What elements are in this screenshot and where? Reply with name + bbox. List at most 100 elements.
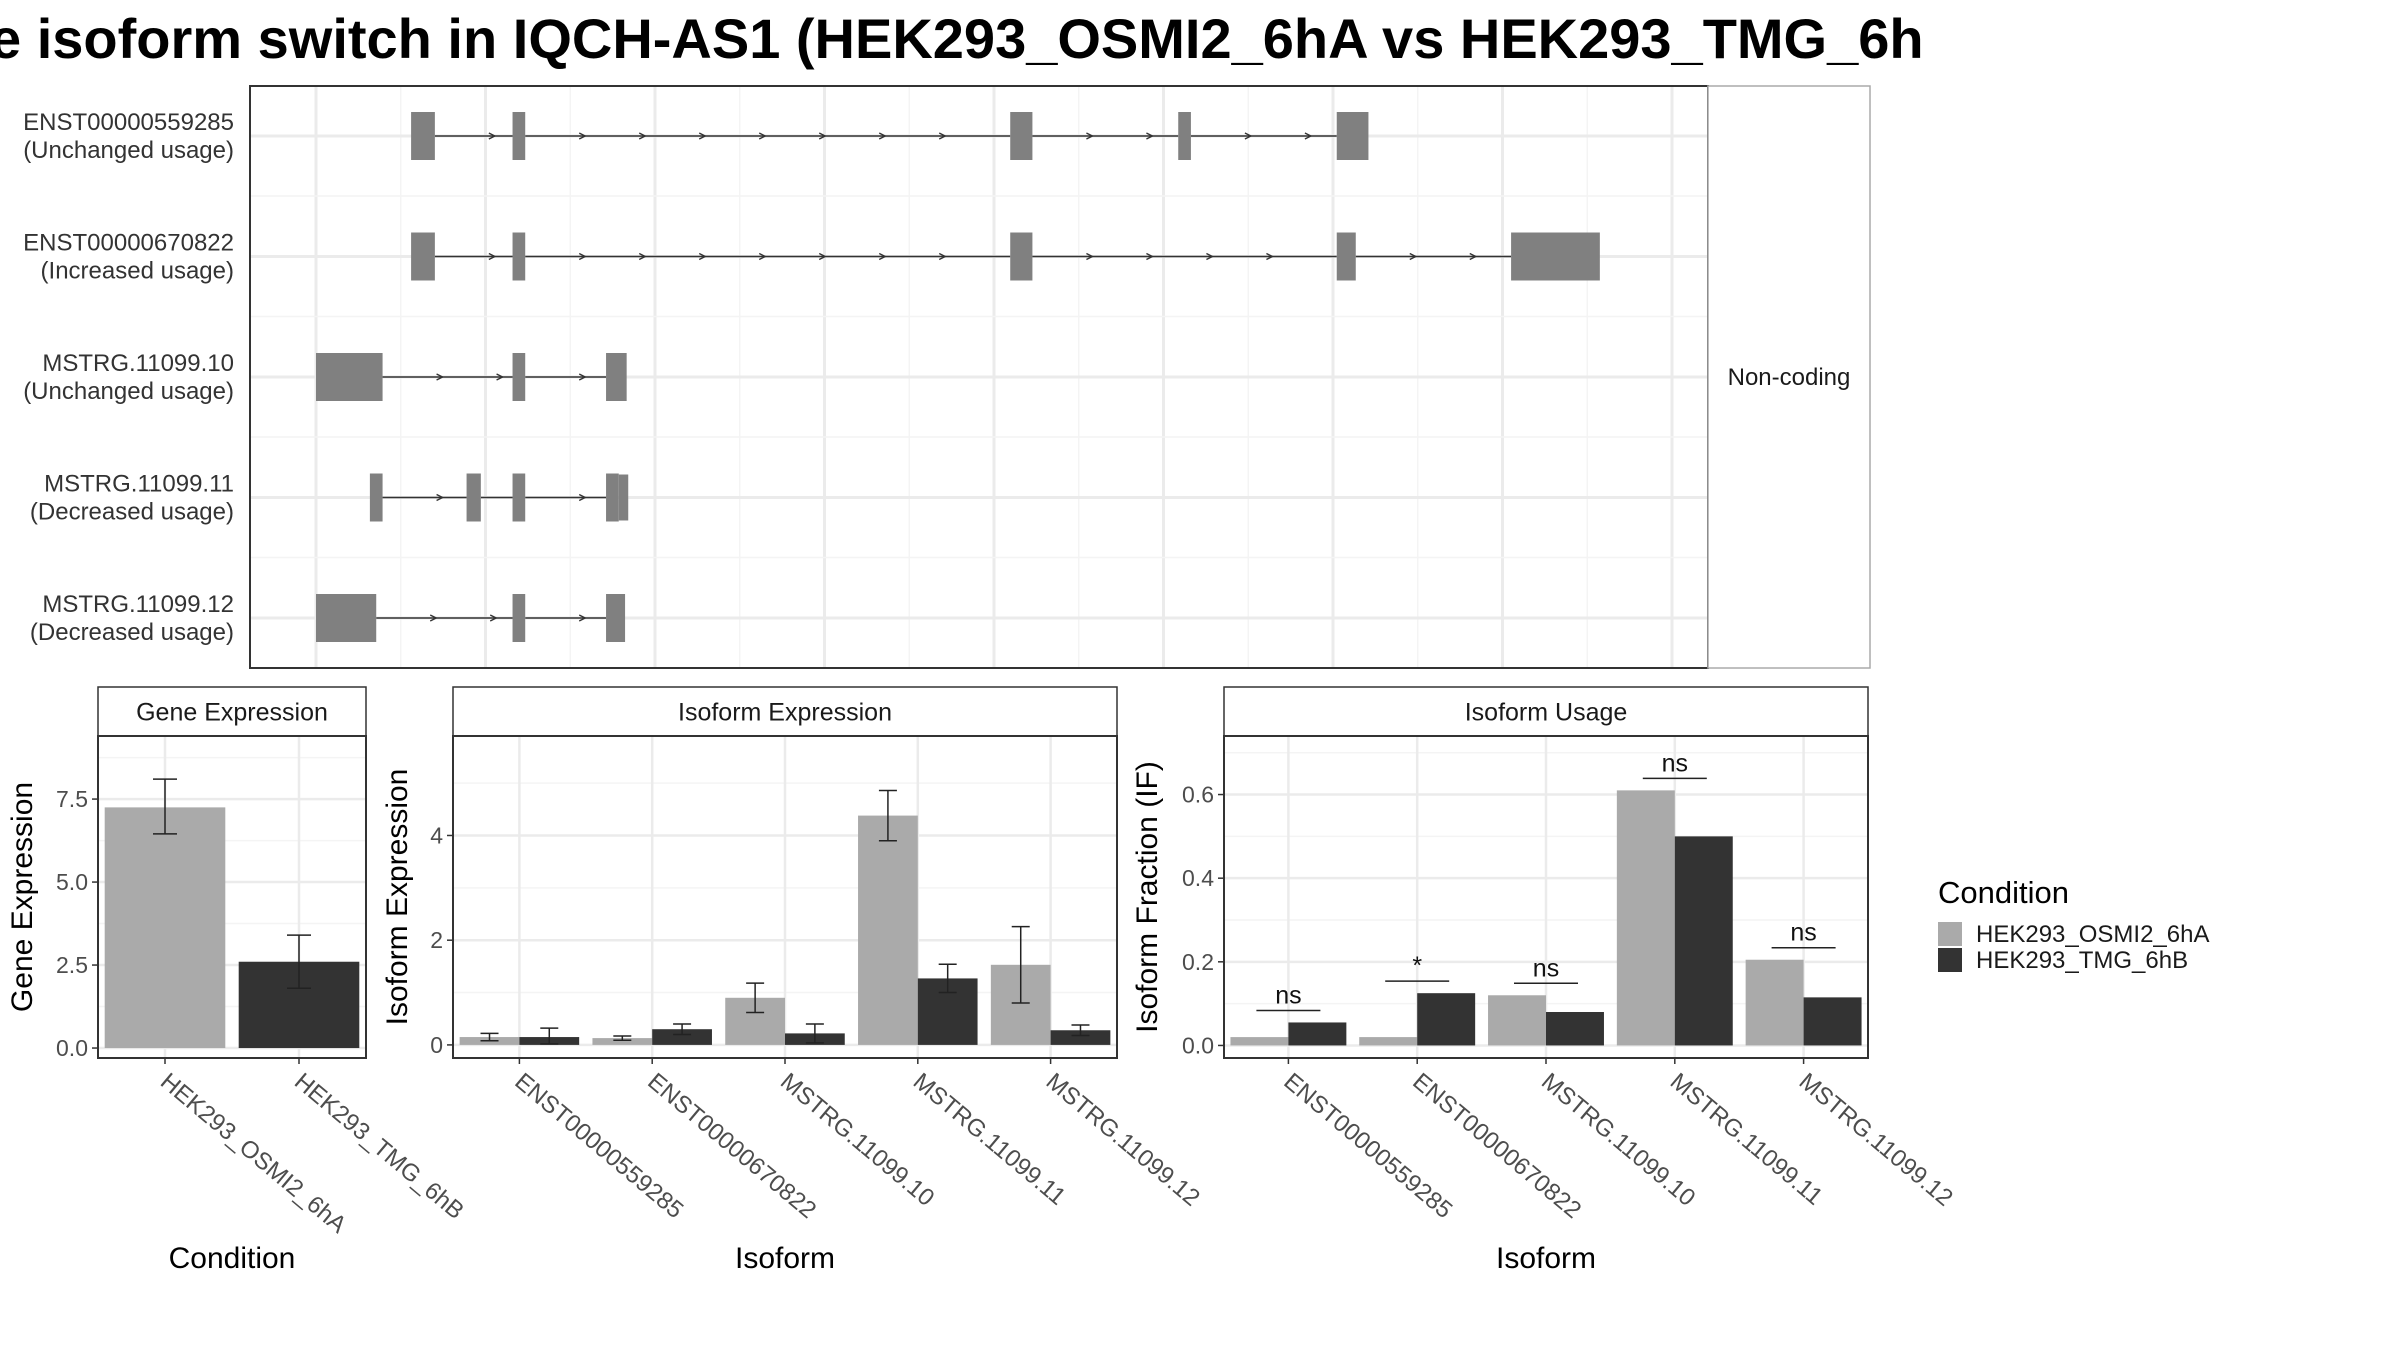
y-tick-label: 0.0 [1182,1032,1214,1058]
exon-block [512,232,526,281]
panel-strip-label: Gene Expression [136,699,328,727]
intron-direction-arrow [436,373,445,381]
intron-direction-arrow [1086,252,1094,261]
intron-direction-arrow [578,132,587,140]
transcript-usage-label: (Increased usage) [41,258,234,285]
bar [1359,1037,1418,1046]
intron-direction-arrow [1146,132,1154,140]
intron-direction-arrow [638,252,647,261]
y-tick-label: 5.0 [56,869,88,895]
significance-label: * [1412,952,1422,980]
legend-label: HEK293_TMG_6hB [1976,947,2188,974]
transcript-id-label: MSTRG.11099.10 [42,350,234,377]
significance-label: ns [1662,749,1688,777]
bar [1546,1012,1604,1046]
x-axis-title: Isoform [1496,1242,1596,1275]
intron-direction-arrow [1206,252,1214,261]
intron-direction-arrow [1409,252,1418,261]
significance-label: ns [1275,981,1301,1009]
x-axis-title: Condition [169,1242,296,1275]
intron-direction-arrow [578,614,587,622]
bar [592,1038,653,1045]
intron-direction-arrow [1304,132,1313,140]
intron-direction-arrow [429,614,438,622]
exon-block [1336,112,1369,160]
legend-key [1938,922,1962,946]
legend-key [1938,948,1962,972]
significance-label: ns [1533,954,1559,982]
y-axis-title: Isoform Expression [381,769,414,1026]
x-axis-title: Isoform [735,1242,835,1275]
y-tick-label: 0.6 [1182,782,1214,808]
bar [858,815,918,1045]
intron-direction-arrow [1266,252,1274,261]
bar [1745,959,1804,1046]
facet-strip [1707,85,1871,669]
bar [1674,836,1733,1046]
intron-direction-arrow [758,132,767,140]
y-tick-label: 0.4 [1182,865,1214,891]
intron-direction-arrow [698,132,707,140]
intron-direction-arrow [938,132,947,140]
exon-block [411,232,435,281]
intron-direction-arrow [496,373,505,381]
panel-strip-label: Isoform Usage [1465,699,1628,727]
intron-direction-arrow [436,493,445,502]
intron-direction-arrow [638,132,647,140]
intron-direction-arrow [578,373,587,381]
transcript-id-label: ENST00000559285 [23,109,234,136]
exon-block [1178,112,1191,160]
transcript-usage-label: (Decreased usage) [30,619,234,646]
panel-strip [1223,686,1869,737]
exon-block [606,594,626,642]
exon-block [1010,232,1033,281]
panel-border [97,735,367,1059]
bar [1230,1037,1289,1046]
intron-direction-arrow [938,252,947,261]
transcript-usage-label: (Decreased usage) [30,499,234,526]
transcript-usage-label: (Unchanged usage) [23,137,234,164]
intron-direction-arrow [1244,132,1253,140]
intron-direction-arrow [488,132,497,140]
exon-block [411,112,435,160]
bar [1288,1022,1347,1046]
exon-block [1336,232,1356,281]
significance-label: ns [1790,919,1816,947]
y-axis-title: Isoform Fraction (IF) [1131,761,1164,1033]
exon-block [369,473,383,522]
exon-block [606,473,619,522]
panel-strip [97,686,367,737]
bar [1050,1030,1111,1045]
figure-title: e isoform switch in IQCH-AS1 (HEK293_OSM… [0,7,1924,70]
exon-block [1511,232,1600,281]
exon-block [466,473,481,522]
y-axis-title: Gene Expression [6,782,39,1012]
isoform-expression-panel: Isoform Expression024ENST00000559285ENST… [381,686,1205,1275]
intron-direction-arrow [489,614,498,622]
y-tick-label: 7.5 [56,786,88,812]
exon-block [512,594,526,642]
intron-direction-arrow [878,252,887,261]
y-tick-label: 4 [430,822,443,848]
bar [1803,997,1862,1046]
intron-direction-arrow [818,252,827,261]
intron-direction-arrow [878,132,887,140]
facet-strip-label: Non-coding [1728,364,1851,391]
exon-block [1010,112,1033,160]
exon-block [316,353,383,401]
panel-strip-label: Isoform Expression [678,699,892,727]
transcript-usage-label: (Unchanged usage) [23,378,234,405]
transcript-id-label: MSTRG.11099.11 [44,471,234,498]
exon-block [512,473,526,522]
bar [1417,993,1476,1046]
transcript-id-label: ENST00000670822 [23,230,234,257]
bar [1488,995,1546,1046]
exon-block [606,353,627,401]
intron-direction-arrow [818,132,827,140]
transcript-id-label: MSTRG.11099.12 [42,591,234,618]
legend-title: Condition [1938,875,2069,910]
bar [104,807,226,1049]
